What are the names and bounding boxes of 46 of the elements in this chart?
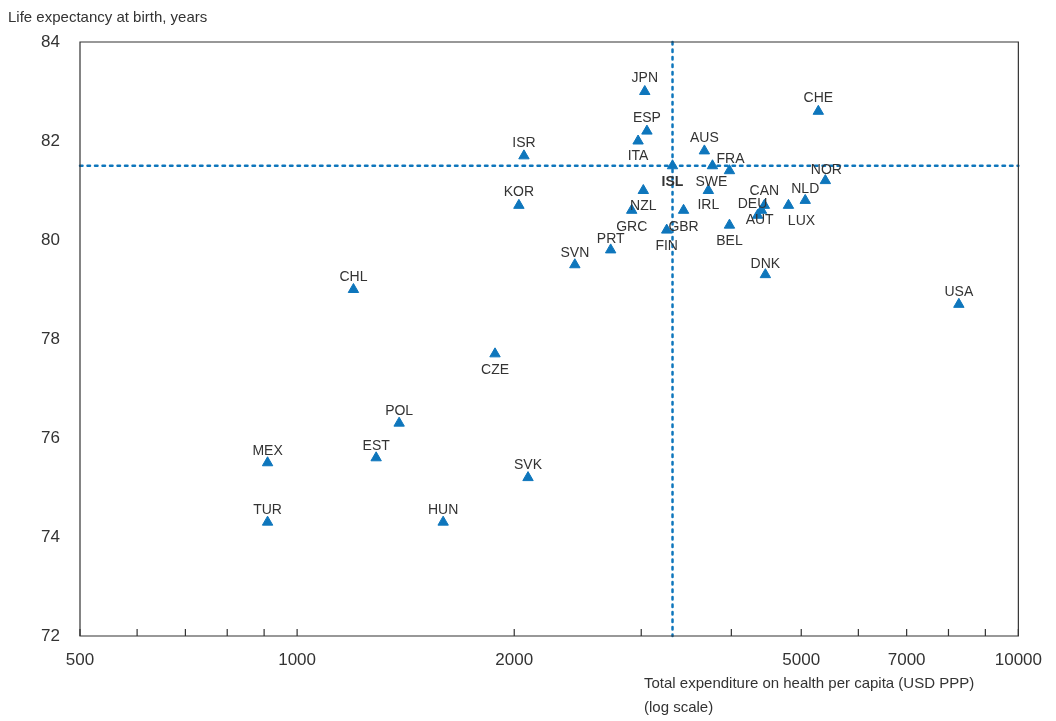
annotation: JPN: [631, 69, 658, 86]
annotation: LUX: [787, 212, 816, 229]
x-tick-label: 500: [65, 649, 95, 669]
y-tick-label: 80: [41, 229, 60, 249]
annotation: EST: [362, 436, 391, 453]
annotation: NOR: [810, 161, 842, 178]
y-tick-label: 72: [41, 625, 60, 645]
annotation: MEX: [252, 441, 284, 458]
annotation: AUS: [689, 128, 719, 145]
annotation: NLD: [791, 180, 820, 197]
annotation: AUT: [745, 211, 775, 228]
annotation: SVN: [560, 243, 590, 260]
annotation: SWE: [695, 172, 728, 189]
annotation: ISR: [512, 133, 536, 150]
annotation: SVK: [514, 456, 543, 473]
y-tick-label: 76: [41, 427, 60, 447]
annotation: IRL: [697, 196, 720, 213]
x-tick-label: 2000: [495, 649, 534, 669]
x-tick-label: 1000: [278, 649, 317, 669]
annotation: KOR: [503, 183, 535, 200]
annotation: ISL: [661, 172, 684, 189]
annotation: NZL: [630, 197, 657, 214]
x-tick-label: 5000: [782, 649, 821, 669]
x-tick-label: 10000: [994, 649, 1042, 669]
x-axis-title: Total expenditure on health per capita (USD PPP) (log scale): [644, 674, 975, 716]
annotation: TUR: [253, 501, 282, 518]
annotation: GBR: [668, 218, 699, 235]
y-tick-label: 82: [41, 130, 60, 150]
annotation: CHE: [803, 89, 834, 106]
annotation: CHL: [339, 268, 368, 285]
annotation: BEL: [716, 232, 743, 249]
annotation: FRA: [716, 149, 746, 166]
annotation: CZE: [481, 360, 510, 377]
annotation: HUN: [427, 501, 459, 518]
y-axis-title: Life expectancy at birth, years: [8, 8, 208, 26]
x-tick-label: 7000: [887, 649, 926, 669]
annotation: ESP: [632, 108, 661, 125]
annotation: CAN: [749, 182, 780, 199]
annotation: POL: [385, 402, 414, 419]
y-tick-label: 84: [41, 31, 60, 51]
y-tick-label: 78: [41, 328, 60, 348]
y-tick-label: 74: [41, 526, 60, 546]
annotation: FIN: [655, 236, 678, 253]
annotation: ITA: [627, 146, 650, 163]
annotation: USA: [944, 283, 974, 300]
annotation: DNK: [750, 254, 781, 271]
